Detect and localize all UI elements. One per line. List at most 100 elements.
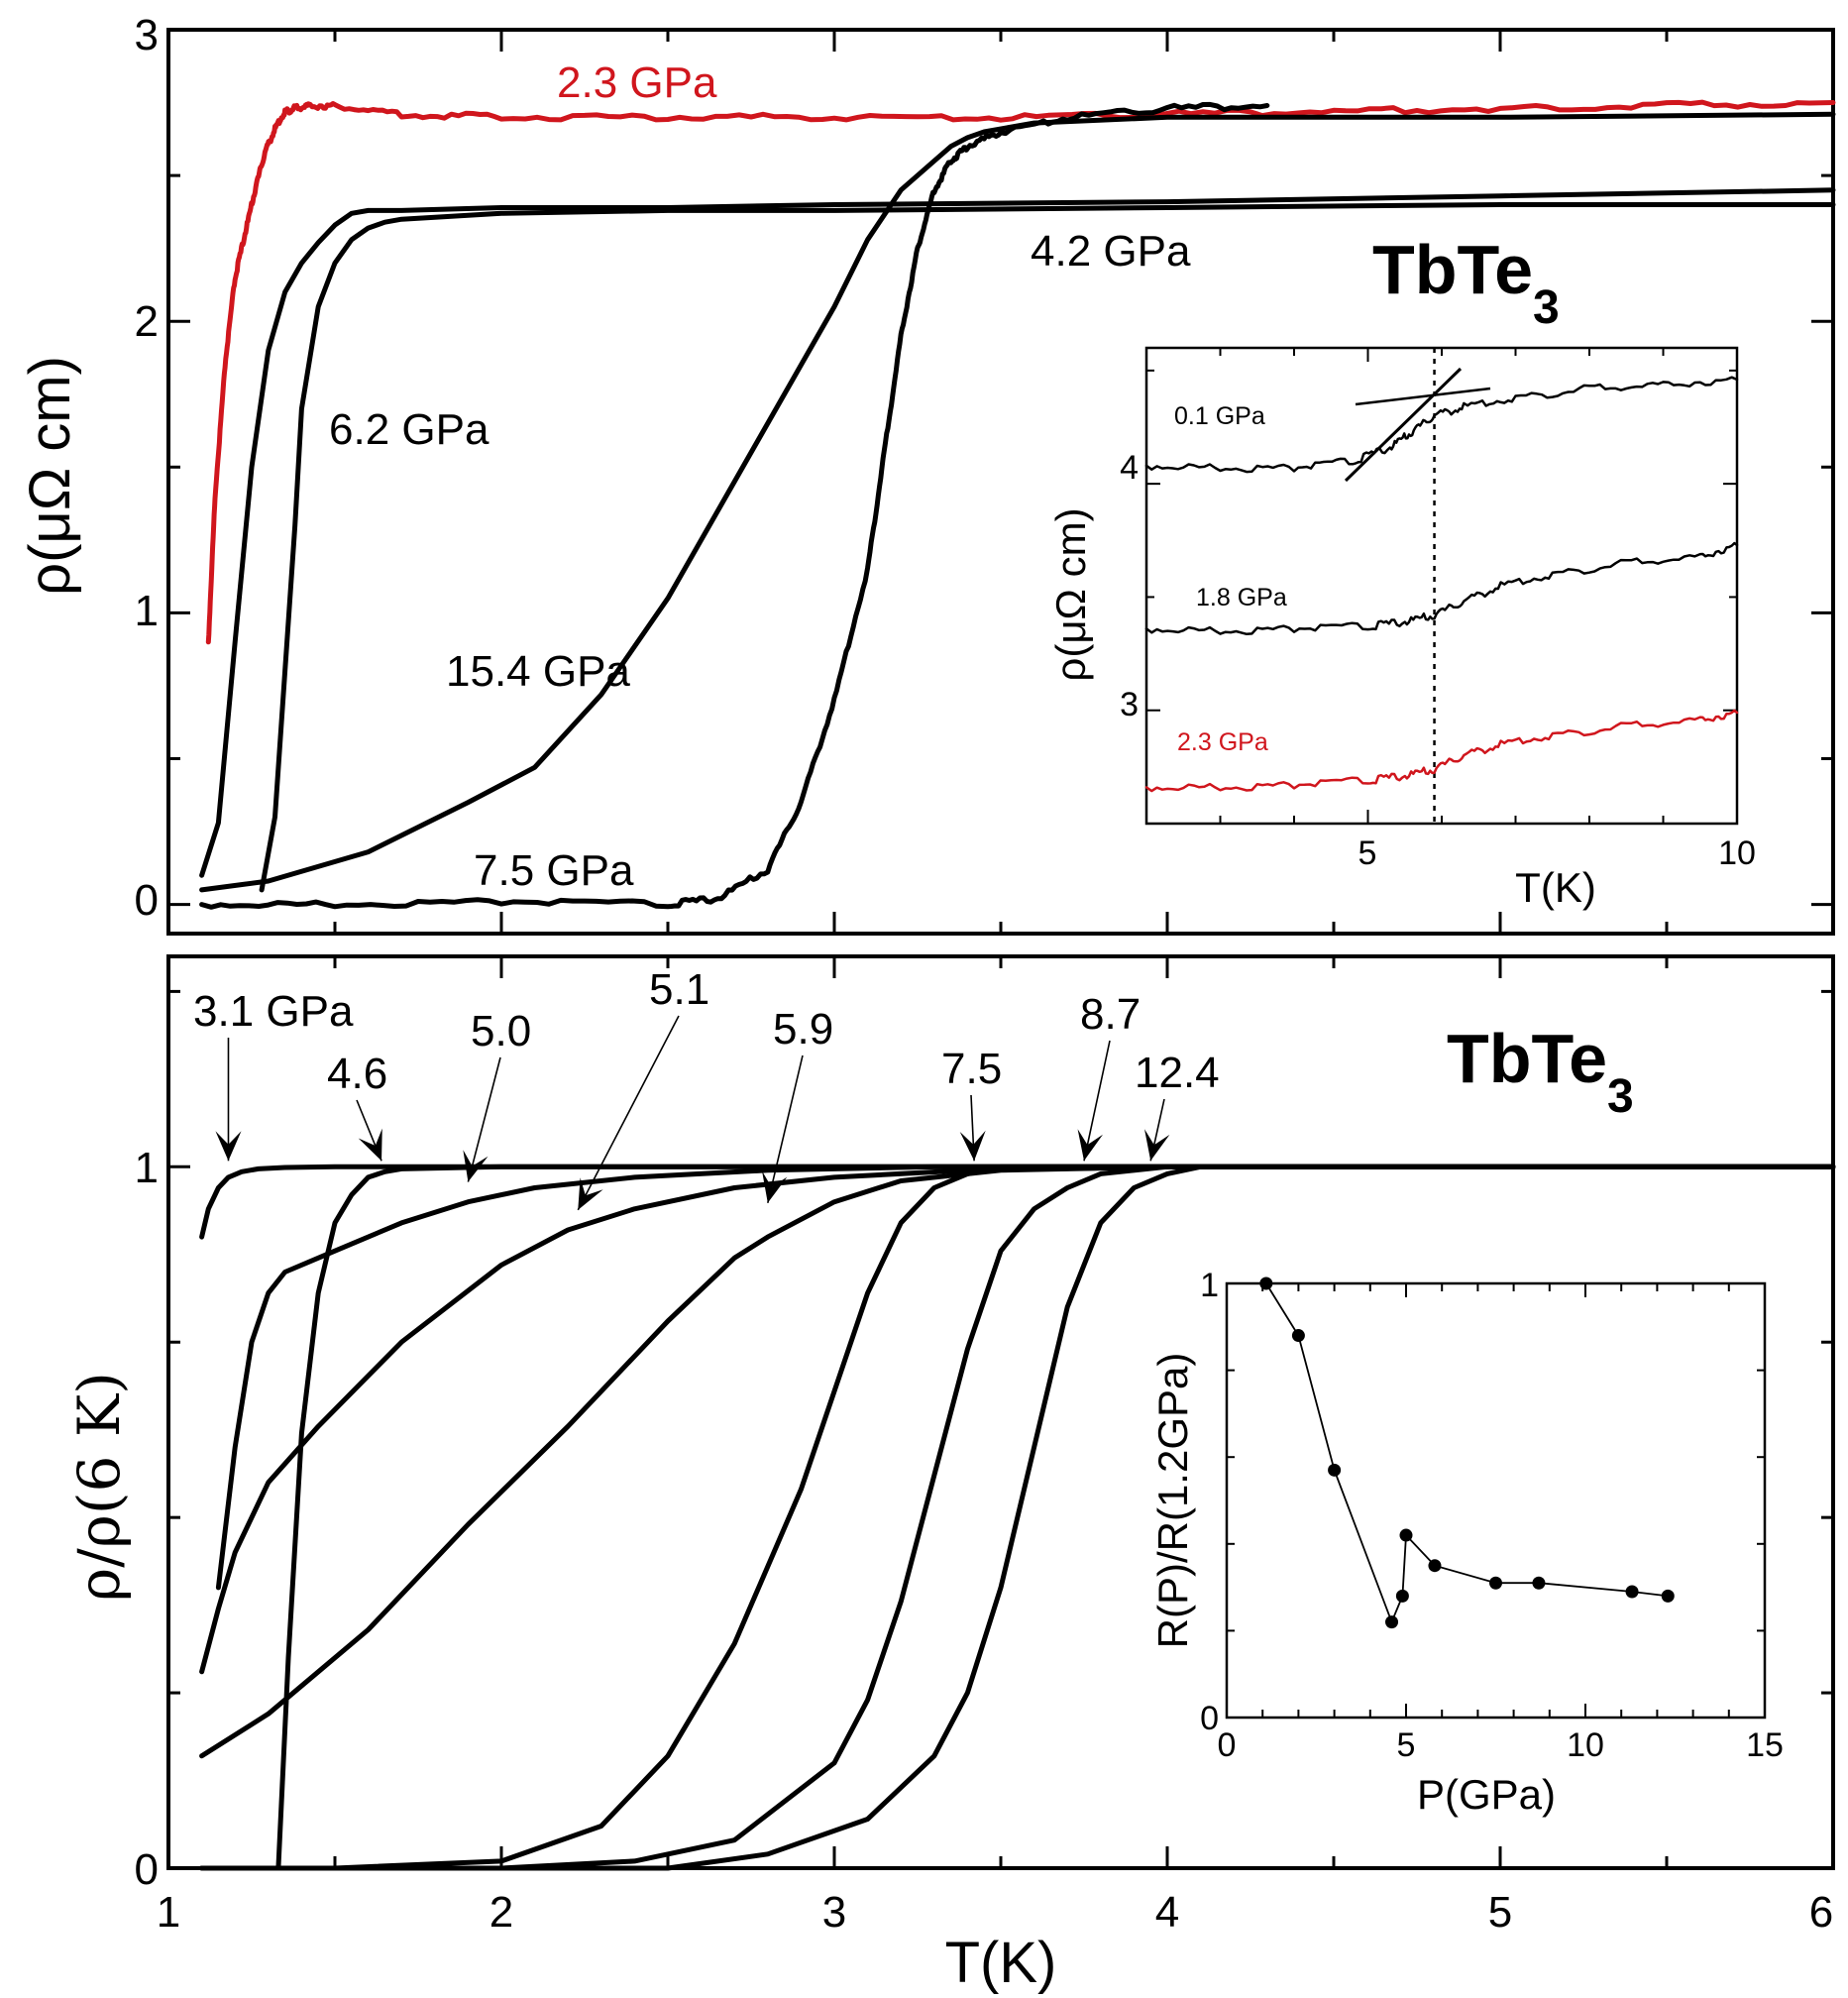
inset2-data-point xyxy=(1532,1576,1546,1590)
bottom-inset-data xyxy=(1259,1276,1675,1629)
bottom-ytick-label-1: 1 xyxy=(135,1144,159,1192)
arrow-head-3-1-gpa xyxy=(215,1131,242,1162)
inset-ytick-label-4: 4 xyxy=(1120,449,1139,487)
arrow-label-8-7: 8.7 xyxy=(1080,990,1141,1039)
bottom-xtick-label-5: 5 xyxy=(1488,1888,1512,1937)
inset2-data-point xyxy=(1625,1585,1639,1599)
top-curves xyxy=(199,99,1836,910)
inset2-ytick-label-1: 1 xyxy=(1200,1267,1219,1304)
inset2-x-axis-label: P(GPa) xyxy=(1417,1771,1556,1818)
inset-tangent-flat xyxy=(1355,387,1491,406)
inset2-data-point xyxy=(1291,1329,1305,1343)
inset2-data-point xyxy=(1259,1276,1273,1290)
top-curve-2-3-gpa xyxy=(205,99,1836,645)
bottom-material-label: TbTe3 xyxy=(1447,1020,1634,1123)
bottom-xtick-label-6: 6 xyxy=(1809,1888,1833,1937)
arrow-head-12-4 xyxy=(1143,1129,1170,1162)
arrow-label-7-5: 7.5 xyxy=(941,1045,1002,1093)
bottom-inset-frame xyxy=(1225,1281,1767,1720)
bottom-y-axis-label: ρ/ρ(6 K) xyxy=(65,1372,133,1602)
arrow-line-8-7 xyxy=(1083,1040,1111,1162)
inset2-xtick-label-5: 5 xyxy=(1397,1726,1416,1764)
inset-tangent-steep xyxy=(1344,367,1463,483)
arrow-label-4-6: 4.6 xyxy=(327,1050,387,1098)
top-inset: 3 4 5 10 T(K) ρ(μΩ cm) 0.1 GPa 1.8 GPa 2… xyxy=(1047,346,1756,911)
top-series-label-7-5-gpa: 7.5 GPa xyxy=(474,846,634,895)
top-series-label-4-2-gpa: 4.2 GPa xyxy=(1031,227,1191,276)
top-ytick-label-2: 2 xyxy=(135,297,159,346)
arrow-line-5-9 xyxy=(767,1054,804,1203)
top-inset-curves xyxy=(1144,376,1739,793)
inset2-data-point xyxy=(1399,1528,1413,1542)
bottom-curves xyxy=(199,1164,1836,1871)
arrow-label-5-1: 5.1 xyxy=(649,965,709,1014)
inset-series-label-2-3-gpa: 2.3 GPa xyxy=(1177,728,1268,756)
top-curve-7-5-gpa xyxy=(199,101,1270,910)
arrow-label-3-1-gpa: 3.1 GPa xyxy=(193,987,354,1036)
top-curve-6-2-gpa xyxy=(259,202,1836,893)
top-series-label-6-2-gpa: 6.2 GPa xyxy=(329,405,489,454)
bottom-curve-7-5 xyxy=(199,1164,1836,1871)
inset2-xtick-label-10: 10 xyxy=(1567,1726,1604,1764)
bottom-labels: 0 1 1 2 3 4 5 6 T(K) ρ/ρ(6 K) TbTe3 xyxy=(65,1020,1833,1995)
inset2-xtick-label-0: 0 xyxy=(1218,1726,1237,1764)
bottom-curve-8-7 xyxy=(199,1164,1836,1871)
arrow-label-5-0: 5.0 xyxy=(471,1007,531,1055)
top-ytick-label-0: 0 xyxy=(135,876,159,925)
arrow-head-5-0 xyxy=(463,1150,489,1182)
bottom-xtick-label-3: 3 xyxy=(822,1888,846,1937)
top-inset-background xyxy=(1146,348,1737,824)
top-series-label-15-4-gpa: 15.4 GPa xyxy=(446,647,630,696)
arrow-label-12-4: 12.4 xyxy=(1135,1049,1220,1097)
top-ytick-label-3: 3 xyxy=(135,11,159,59)
inset-curve-0-1-gpa xyxy=(1144,376,1739,474)
arrow-head-5-9 xyxy=(762,1170,788,1203)
bottom-panel: 3.1 GPa 4.6 5.0 5.1 5.9 7.5 8.7 12.4 0 1 1 2 3 … xyxy=(65,954,1836,1995)
inset-series-label-1-8-gpa: 1.8 GPa xyxy=(1196,584,1287,611)
bottom-x-axis-label: T(K) xyxy=(945,1931,1057,1995)
bottom-xtick-label-1: 1 xyxy=(157,1888,180,1937)
top-labels: 0 1 2 3 ρ(μΩ cm) 2.3 GPa 4.2 GPa 6.2 GPa… xyxy=(18,11,1560,925)
bottom-xtick-label-2: 2 xyxy=(489,1888,513,1937)
inset2-y-axis-label: R(P)/R(1.2GPa) xyxy=(1149,1353,1196,1649)
inset-series-label-0-1-gpa: 0.1 GPa xyxy=(1174,402,1265,430)
top-panel: 0 1 2 3 ρ(μΩ cm) 2.3 GPa 4.2 GPa 6.2 GPa… xyxy=(18,11,1836,936)
inset2-ytick-label-0: 0 xyxy=(1200,1700,1219,1737)
inset-curve-1-8-gpa xyxy=(1144,541,1739,636)
bottom-inset: 0 1 0 5 10 15 P(GPa) R(P)/R(1.2GPa) xyxy=(1149,1267,1784,1818)
bottom-inset-ticks xyxy=(1226,1282,1766,1719)
arrow-line-5-0 xyxy=(467,1056,501,1182)
top-series-label-2-3-gpa: 2.3 GPa xyxy=(557,58,717,107)
inset2-data-point xyxy=(1661,1589,1675,1603)
bottom-ytick-label-0: 0 xyxy=(135,1845,159,1894)
bottom-arrows: 3.1 GPa 4.6 5.0 5.1 5.9 7.5 8.7 12.4 xyxy=(193,965,1220,1211)
arrow-line-5-1 xyxy=(577,1015,680,1211)
inset-ytick-label-3: 3 xyxy=(1120,686,1139,723)
inset-x-axis-label: T(K) xyxy=(1515,864,1596,911)
inset2-data-point xyxy=(1489,1576,1502,1590)
inset-curve-2-3-gpa xyxy=(1144,709,1739,793)
bottom-curve-12-4 xyxy=(199,1164,1836,1871)
bottom-ticks xyxy=(166,956,1835,1870)
inset2-data-point xyxy=(1395,1589,1409,1603)
arrow-head-7-5 xyxy=(959,1130,986,1162)
top-ticks xyxy=(166,28,1835,934)
bottom-xtick-label-4: 4 xyxy=(1155,1888,1179,1937)
arrow-label-5-9: 5.9 xyxy=(773,1005,833,1054)
inset2-data-point xyxy=(1385,1615,1399,1629)
inset-y-axis-label: ρ(μΩ cm) xyxy=(1047,507,1094,681)
bottom-curve-5-1 xyxy=(199,1164,1836,1675)
arrow-head-8-7 xyxy=(1077,1129,1103,1162)
inset2-xtick-label-15: 15 xyxy=(1746,1726,1784,1764)
top-material-label: TbTe3 xyxy=(1372,231,1560,334)
bottom-inset-background xyxy=(1227,1283,1765,1718)
inset2-data-point xyxy=(1428,1559,1442,1573)
inset-xtick-label-5: 5 xyxy=(1359,834,1377,872)
arrow-head-4-6 xyxy=(358,1128,382,1162)
bottom-curve-5-9 xyxy=(199,1164,1836,1759)
bottom-curve-5-0 xyxy=(215,1164,1836,1591)
inset-xtick-label-10: 10 xyxy=(1718,834,1756,872)
arrow-head-5-1 xyxy=(578,1177,603,1210)
inset2-data-point xyxy=(1328,1463,1342,1477)
